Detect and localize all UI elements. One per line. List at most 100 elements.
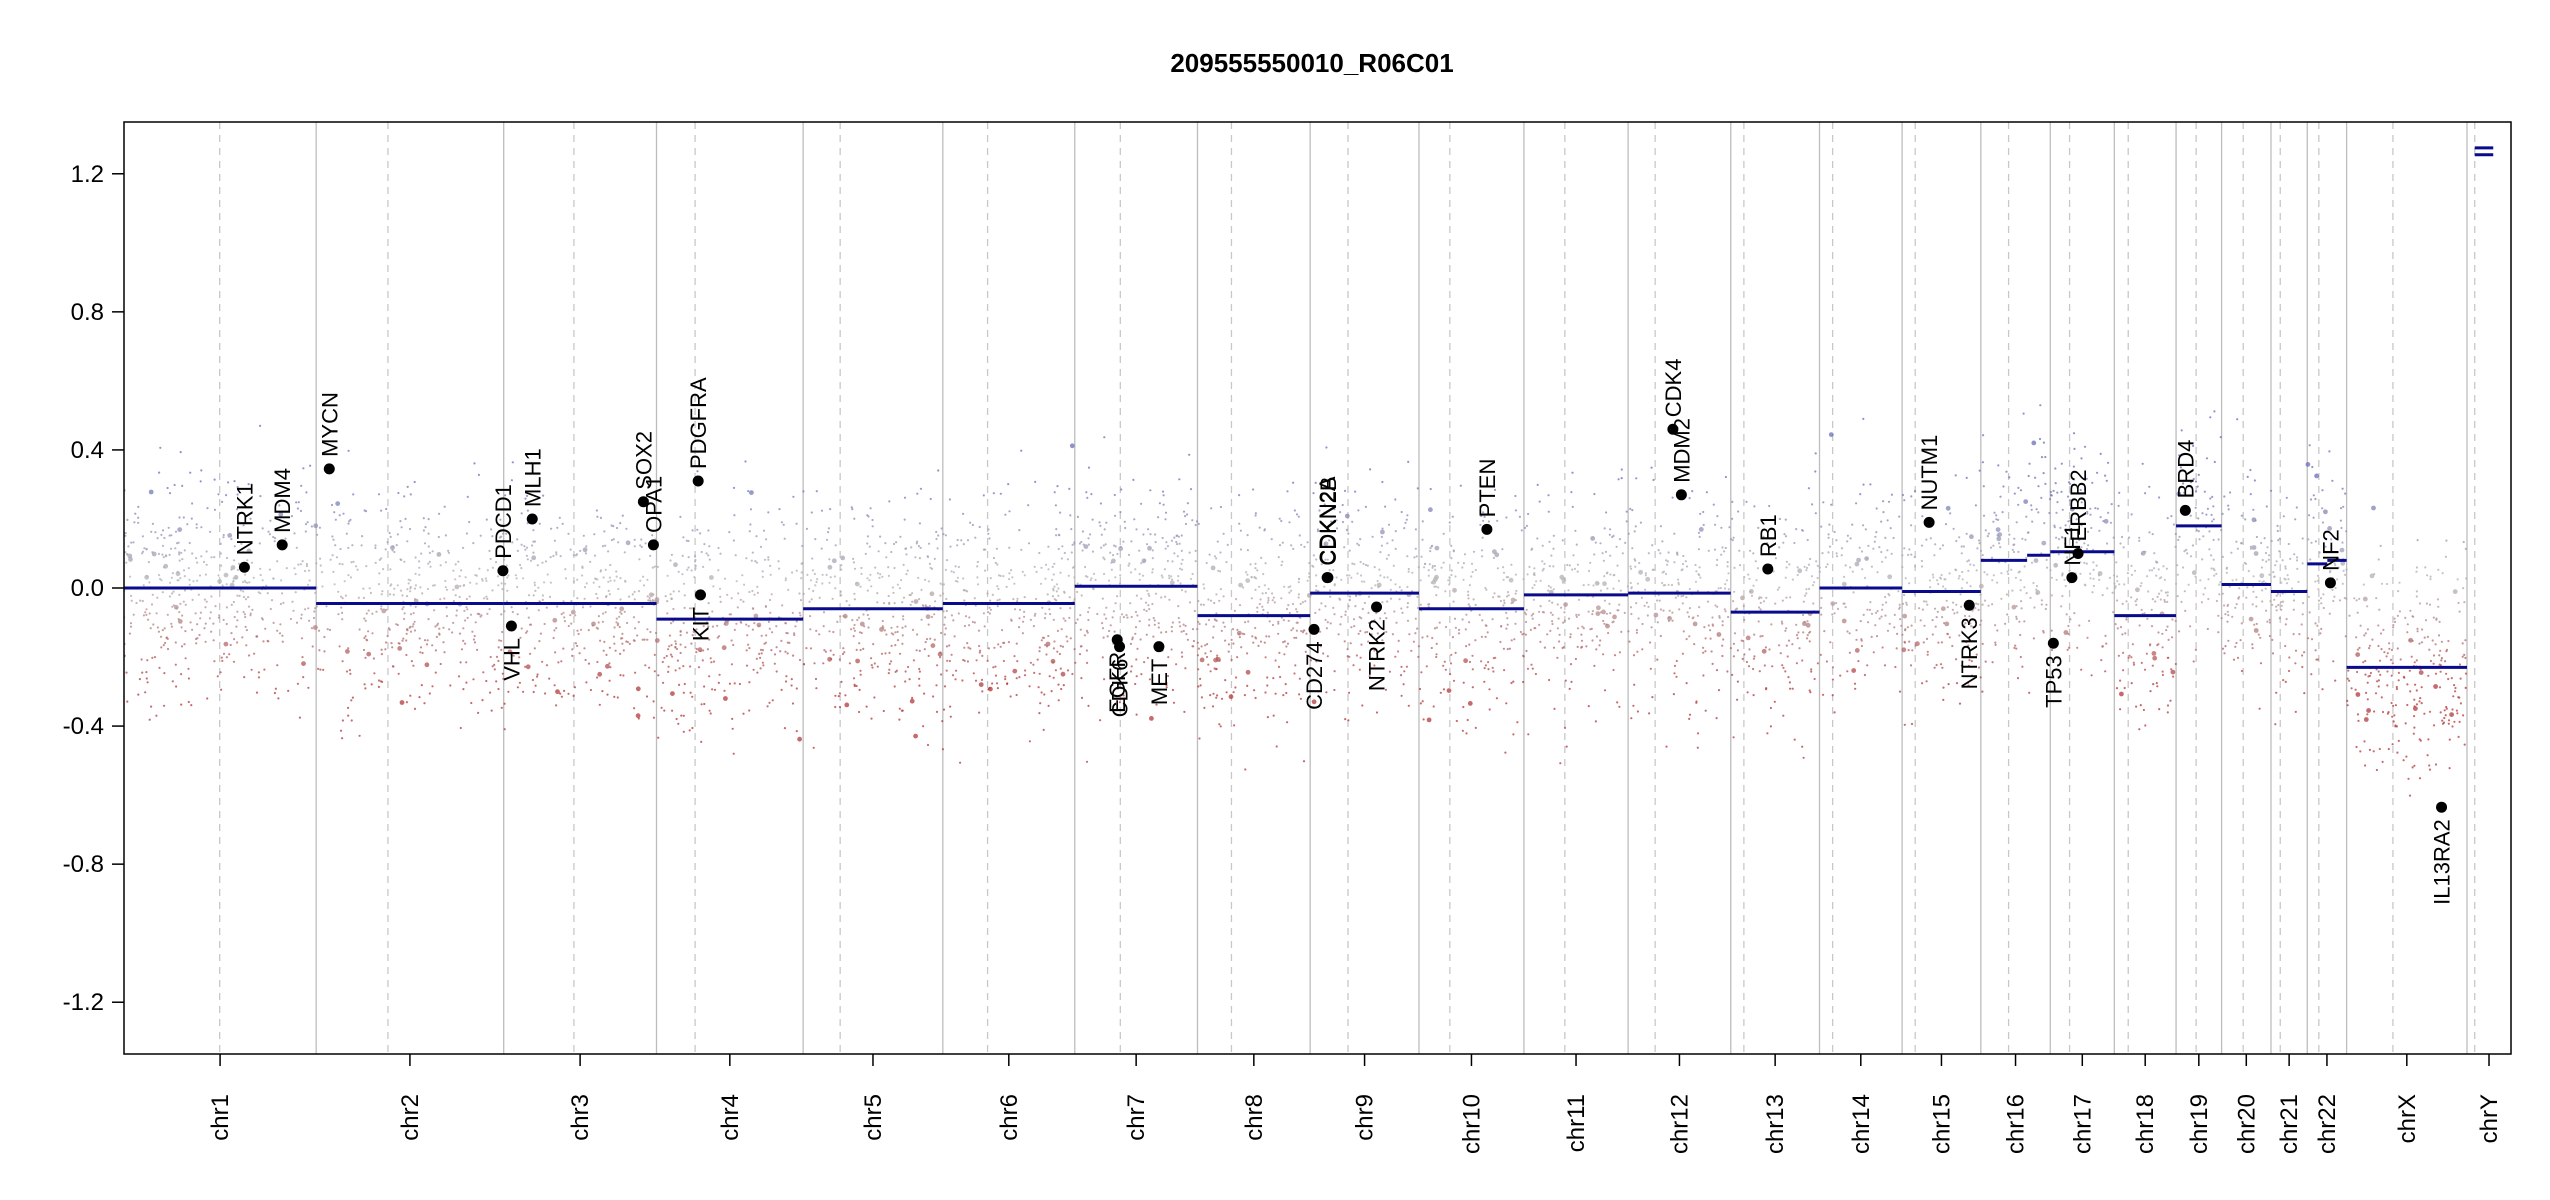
probe-point [1335, 576, 1338, 579]
probe-point [1609, 554, 1612, 557]
probe-point [2366, 605, 2369, 608]
probe-point [183, 575, 186, 578]
probe-point [869, 507, 872, 510]
probe-point [1940, 573, 1943, 577]
probe-point [1903, 593, 1906, 597]
probe-point [2178, 630, 2181, 633]
probe-point [1608, 602, 1611, 605]
probe-point [904, 625, 907, 628]
probe-point [1101, 597, 1104, 600]
probe-point [2132, 663, 2136, 666]
probe-point [1126, 616, 1129, 619]
probe-point [707, 625, 710, 628]
probe-point [1552, 547, 1555, 550]
probe-point [2061, 595, 2064, 598]
probe-point [489, 557, 492, 561]
probe-point [887, 566, 890, 569]
probe-point [1371, 535, 1374, 538]
probe-point [598, 703, 601, 706]
probe-point [1709, 629, 1712, 632]
probe-point [1209, 694, 1212, 697]
probe-point [2227, 508, 2230, 511]
probe-point [1560, 606, 1563, 609]
probe-point [1974, 607, 1977, 610]
probe-point [1103, 678, 1106, 681]
probe-point [1311, 564, 1314, 567]
probe-point [718, 635, 721, 638]
probe-point [2189, 625, 2192, 628]
probe-point [1148, 608, 1151, 611]
probe-point [2119, 626, 2123, 629]
probe-point [158, 471, 161, 474]
probe-point [1420, 555, 1423, 558]
probe-point [344, 594, 347, 597]
probe-point [1802, 756, 1805, 759]
probe-point [945, 597, 948, 601]
probe-point [1621, 552, 1624, 555]
probe-point [1635, 602, 1638, 605]
probe-point [503, 558, 506, 561]
probe-point [1612, 587, 1615, 590]
probe-point [258, 542, 261, 545]
probe-point [920, 618, 923, 621]
probe-point [1149, 533, 1152, 536]
probe-point [2110, 503, 2113, 506]
probe-point [270, 599, 274, 602]
probe-point [1944, 621, 1950, 627]
probe-point [126, 553, 129, 556]
probe-point [651, 566, 654, 569]
probe-point [585, 681, 588, 684]
probe-point [753, 613, 759, 619]
probe-point [848, 604, 851, 607]
probe-point [1109, 551, 1112, 554]
probe-point [881, 575, 884, 578]
probe-point [2191, 570, 2197, 576]
probe-point [1012, 668, 1018, 674]
probe-point [2393, 714, 2396, 717]
probe-point [668, 645, 671, 648]
probe-point [872, 643, 875, 646]
probe-point [1886, 519, 1889, 522]
probe-point [2391, 715, 2394, 718]
probe-point [1344, 613, 1347, 617]
probe-point [1581, 625, 1584, 628]
probe-point [242, 590, 245, 593]
probe-point [1099, 502, 1102, 505]
probe-point [2362, 661, 2365, 664]
probe-point [500, 613, 503, 616]
probe-point [2079, 572, 2082, 575]
probe-point [1666, 560, 1669, 563]
probe-point [188, 541, 191, 545]
probe-point [1506, 623, 1509, 626]
probe-point [518, 656, 521, 659]
probe-point [888, 500, 891, 503]
probe-point [1547, 510, 1550, 513]
probe-point [1354, 490, 1357, 493]
probe-point [194, 612, 197, 615]
probe-point [791, 571, 794, 574]
probe-point [462, 639, 465, 643]
probe-point [2388, 647, 2391, 650]
probe-point [171, 592, 174, 595]
probe-point [1910, 553, 1913, 556]
probe-point [2281, 559, 2284, 562]
probe-point [503, 556, 506, 559]
probe-point [1041, 606, 1044, 609]
probe-point [1184, 522, 1188, 526]
probe-point [2031, 520, 2034, 523]
probe-point [669, 559, 672, 562]
probe-point [609, 579, 612, 582]
probe-point [1818, 566, 1821, 569]
probe-point [1726, 565, 1729, 568]
probe-point [2033, 558, 2039, 563]
probe-point [526, 558, 529, 561]
probe-point [2083, 542, 2086, 545]
probe-point [858, 642, 861, 645]
probe-point [1145, 633, 1148, 636]
probe-point [1759, 635, 1762, 638]
probe-point [1855, 502, 1858, 505]
probe-point [1143, 661, 1146, 664]
probe-point [2383, 651, 2386, 654]
probe-point [464, 642, 467, 645]
probe-point [1805, 592, 1808, 595]
